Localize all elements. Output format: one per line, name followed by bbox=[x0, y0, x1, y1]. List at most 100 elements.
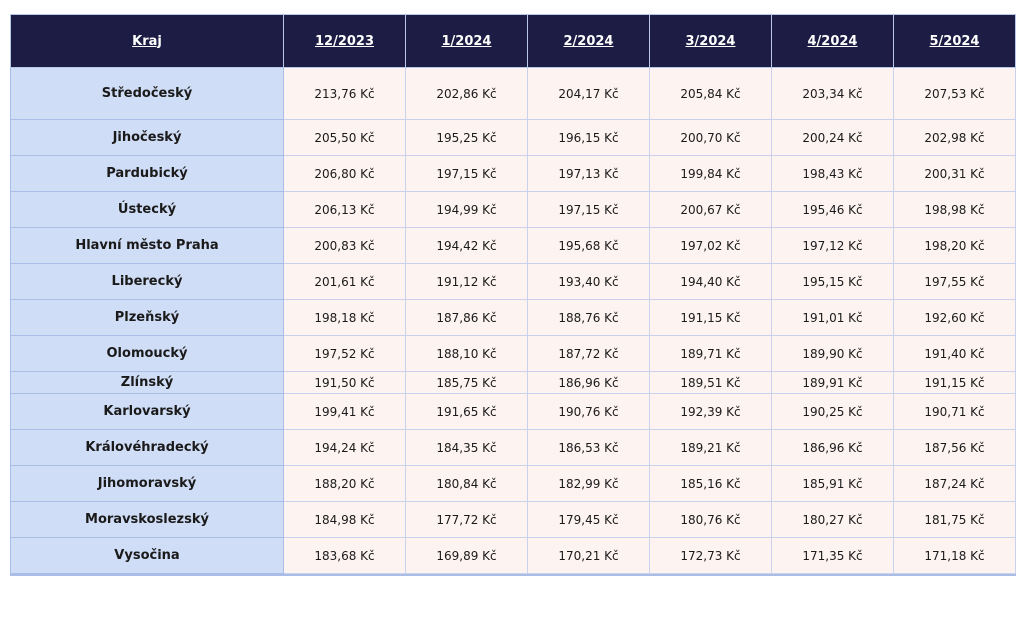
price-cell: 185,75 Kč bbox=[405, 371, 528, 394]
price-cell: 189,90 Kč bbox=[771, 335, 894, 372]
price-cell: 192,39 Kč bbox=[649, 393, 772, 430]
price-cell: 191,40 Kč bbox=[893, 335, 1016, 372]
kraj-cell: Jihočeský bbox=[10, 119, 284, 156]
price-cell: 198,18 Kč bbox=[283, 299, 406, 336]
price-cell: 186,96 Kč bbox=[527, 371, 650, 394]
price-cell: 180,84 Kč bbox=[405, 465, 528, 502]
price-cell: 195,25 Kč bbox=[405, 119, 528, 156]
price-cell: 197,15 Kč bbox=[527, 191, 650, 228]
price-cell: 200,24 Kč bbox=[771, 119, 894, 156]
price-cell: 195,68 Kč bbox=[527, 227, 650, 264]
price-cell: 191,01 Kč bbox=[771, 299, 894, 336]
price-cell: 182,99 Kč bbox=[527, 465, 650, 502]
kraj-cell: Liberecký bbox=[10, 263, 284, 300]
kraj-cell: Jihomoravský bbox=[10, 465, 284, 502]
price-cell: 171,35 Kč bbox=[771, 537, 894, 574]
price-cell: 193,40 Kč bbox=[527, 263, 650, 300]
table-row: Vysočina 183,68 Kč 169,89 Kč 170,21 Kč 172,7… bbox=[10, 537, 1016, 574]
price-cell: 198,98 Kč bbox=[893, 191, 1016, 228]
header-row: Kraj 12/2023 1/2024 2/2024 3/2024 4/2024… bbox=[10, 14, 1016, 68]
price-cell: 207,53 Kč bbox=[893, 67, 1016, 120]
table-row: Královéhradecký 194,24 Kč 184,35 Kč 186,53 … bbox=[10, 429, 1016, 466]
price-cell: 197,52 Kč bbox=[283, 335, 406, 372]
price-cell: 187,56 Kč bbox=[893, 429, 1016, 466]
table-row: Plzeňský 198,18 Kč 187,86 Kč 188,76 Kč 191,1… bbox=[10, 299, 1016, 336]
price-cell: 194,99 Kč bbox=[405, 191, 528, 228]
price-cell: 194,42 Kč bbox=[405, 227, 528, 264]
table-row: Středočeský 213,76 Kč 202,86 Kč 204,17 Kč 20… bbox=[10, 67, 1016, 120]
table-row: Pardubický 206,80 Kč 197,15 Kč 197,13 Kč 199… bbox=[10, 155, 1016, 192]
price-cell: 190,71 Kč bbox=[893, 393, 1016, 430]
kraj-cell: Pardubický bbox=[10, 155, 284, 192]
price-cell: 206,80 Kč bbox=[283, 155, 406, 192]
price-cell: 200,31 Kč bbox=[893, 155, 1016, 192]
kraj-cell: Hlavní město Praha bbox=[10, 227, 284, 264]
table-row: Jihočeský 205,50 Kč 195,25 Kč 196,15 Kč 200,… bbox=[10, 119, 1016, 156]
price-cell: 202,98 Kč bbox=[893, 119, 1016, 156]
price-cell: 195,46 Kč bbox=[771, 191, 894, 228]
price-cell: 203,34 Kč bbox=[771, 67, 894, 120]
price-cell: 189,71 Kč bbox=[649, 335, 772, 372]
price-cell: 199,84 Kč bbox=[649, 155, 772, 192]
price-cell: 191,15 Kč bbox=[893, 371, 1016, 394]
column-header-month[interactable]: 2/2024 bbox=[527, 14, 650, 68]
column-header-month[interactable]: 1/2024 bbox=[405, 14, 528, 68]
price-cell: 205,50 Kč bbox=[283, 119, 406, 156]
price-cell: 198,20 Kč bbox=[893, 227, 1016, 264]
price-cell: 188,76 Kč bbox=[527, 299, 650, 336]
price-cell: 190,25 Kč bbox=[771, 393, 894, 430]
price-cell: 200,83 Kč bbox=[283, 227, 406, 264]
price-cell: 171,18 Kč bbox=[893, 537, 1016, 574]
price-cell: 172,73 Kč bbox=[649, 537, 772, 574]
price-cell: 195,15 Kč bbox=[771, 263, 894, 300]
price-cell: 191,15 Kč bbox=[649, 299, 772, 336]
column-header-month[interactable]: 5/2024 bbox=[893, 14, 1016, 68]
price-cell: 192,60 Kč bbox=[893, 299, 1016, 336]
price-cell: 191,50 Kč bbox=[283, 371, 406, 394]
price-cell: 184,98 Kč bbox=[283, 501, 406, 538]
price-cell: 189,91 Kč bbox=[771, 371, 894, 394]
price-cell: 183,68 Kč bbox=[283, 537, 406, 574]
price-cell: 204,17 Kč bbox=[527, 67, 650, 120]
table-row: Jihomoravský 188,20 Kč 180,84 Kč 182,99 Kč 1… bbox=[10, 465, 1016, 502]
table-row: Hlavní město Praha 200,83 Kč 194,42 Kč 195,… bbox=[10, 227, 1016, 264]
kraj-cell: Moravskoslezský bbox=[10, 501, 284, 538]
kraj-cell: Karlovarský bbox=[10, 393, 284, 430]
price-cell: 187,86 Kč bbox=[405, 299, 528, 336]
price-cell: 184,35 Kč bbox=[405, 429, 528, 466]
price-cell: 197,13 Kč bbox=[527, 155, 650, 192]
kraj-cell: Plzeňský bbox=[10, 299, 284, 336]
price-cell: 188,10 Kč bbox=[405, 335, 528, 372]
price-cell: 194,40 Kč bbox=[649, 263, 772, 300]
kraj-cell: Zlínský bbox=[10, 371, 284, 394]
price-cell: 189,21 Kč bbox=[649, 429, 772, 466]
price-cell: 200,70 Kč bbox=[649, 119, 772, 156]
column-header-month[interactable]: 3/2024 bbox=[649, 14, 772, 68]
price-cell: 196,15 Kč bbox=[527, 119, 650, 156]
column-header-month[interactable]: 12/2023 bbox=[283, 14, 406, 68]
table-row: Ústecký 206,13 Kč 194,99 Kč 197,15 Kč 200,67… bbox=[10, 191, 1016, 228]
price-cell: 202,86 Kč bbox=[405, 67, 528, 120]
kraj-cell: Královéhradecký bbox=[10, 429, 284, 466]
column-header-kraj[interactable]: Kraj bbox=[10, 14, 284, 68]
price-cell: 206,13 Kč bbox=[283, 191, 406, 228]
price-cell: 189,51 Kč bbox=[649, 371, 772, 394]
price-cell: 197,15 Kč bbox=[405, 155, 528, 192]
kraj-cell: Středočeský bbox=[10, 67, 284, 120]
price-cell: 181,75 Kč bbox=[893, 501, 1016, 538]
price-cell: 205,84 Kč bbox=[649, 67, 772, 120]
price-cell: 185,16 Kč bbox=[649, 465, 772, 502]
table-bottom-border bbox=[10, 574, 1016, 576]
price-table-container: Kraj 12/2023 1/2024 2/2024 3/2024 4/2024… bbox=[10, 14, 1016, 574]
price-cell: 180,76 Kč bbox=[649, 501, 772, 538]
price-cell: 194,24 Kč bbox=[283, 429, 406, 466]
column-header-month[interactable]: 4/2024 bbox=[771, 14, 894, 68]
price-cell: 213,76 Kč bbox=[283, 67, 406, 120]
price-cell: 191,65 Kč bbox=[405, 393, 528, 430]
table-row: Olomoucký 197,52 Kč 188,10 Kč 187,72 Kč 189,… bbox=[10, 335, 1016, 372]
price-cell: 197,02 Kč bbox=[649, 227, 772, 264]
table-row: Moravskoslezský 184,98 Kč 177,72 Kč 179,45 … bbox=[10, 501, 1016, 538]
price-table: Kraj 12/2023 1/2024 2/2024 3/2024 4/2024… bbox=[10, 14, 1016, 574]
price-cell: 200,67 Kč bbox=[649, 191, 772, 228]
price-cell: 170,21 Kč bbox=[527, 537, 650, 574]
